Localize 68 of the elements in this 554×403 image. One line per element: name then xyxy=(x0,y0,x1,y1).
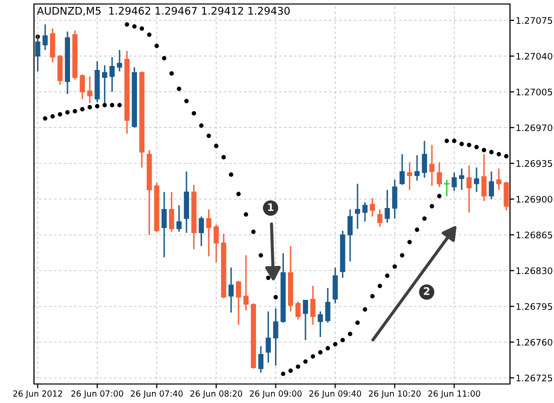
y-tick-label: 1.26795 xyxy=(516,303,552,310)
chart-title: AUDNZD,M5 1.29462 1.29467 1.29412 1.29430 xyxy=(36,6,290,16)
x-tick-label: 26 Jun 07:00 xyxy=(71,390,124,398)
x-tick-label: 26 Jun 09:00 xyxy=(250,390,302,398)
candlestick xyxy=(407,162,412,191)
y-tick-label: 1.27075 xyxy=(516,17,552,24)
x-tick-label: 26 Jun 07:40 xyxy=(130,390,183,398)
candlestick xyxy=(206,208,212,258)
candlestick xyxy=(198,216,204,247)
candlestick xyxy=(236,280,242,326)
candlestick xyxy=(481,153,487,202)
annotation: 2 xyxy=(424,287,430,295)
y-tick-label: 1.26760 xyxy=(516,338,552,346)
candlestick xyxy=(474,166,480,193)
candlestick xyxy=(392,179,398,220)
candlestick xyxy=(325,287,330,324)
y-tick-label: 1.27040 xyxy=(516,52,552,60)
candlestick xyxy=(243,254,249,312)
candlestick xyxy=(429,144,434,187)
x-tick-label: 26 Jun 10:20 xyxy=(368,390,421,398)
candlestick xyxy=(436,162,442,188)
y-tick-label: 1.26970 xyxy=(516,124,552,132)
candlestick xyxy=(42,24,48,51)
candlestick xyxy=(162,191,167,258)
candlestick xyxy=(266,310,271,364)
y-tick-label: 1.27005 xyxy=(516,88,552,96)
candlestick xyxy=(459,168,464,191)
candlestick xyxy=(273,308,278,366)
candlestick xyxy=(302,300,308,341)
candlestick xyxy=(466,164,472,214)
y-tick-label: 1.26935 xyxy=(516,160,552,167)
candlestick xyxy=(50,28,56,63)
candlestick xyxy=(504,181,509,212)
candlestick xyxy=(348,208,353,262)
candlestick xyxy=(318,310,323,338)
x-tick-label: 26 Jun 2012 xyxy=(13,390,62,398)
y-tick-label: 1.26900 xyxy=(516,196,552,203)
x-tick-label: 26 Jun 11:00 xyxy=(428,390,480,398)
x-tick-label: 26 Jun 08:20 xyxy=(190,390,242,398)
candlestick xyxy=(488,170,494,200)
candlestick xyxy=(295,300,301,320)
candlestick xyxy=(87,76,92,104)
candlestick xyxy=(377,208,382,228)
annotation: 1 xyxy=(268,203,274,211)
candlestick xyxy=(110,56,115,93)
candlestick xyxy=(258,346,264,374)
candlestick xyxy=(384,189,390,224)
candlestick xyxy=(422,140,428,178)
candlestick xyxy=(310,285,316,326)
candlestick xyxy=(228,266,234,314)
candlestick xyxy=(362,201,368,222)
candlestick xyxy=(116,49,122,72)
candlestick xyxy=(414,154,420,182)
candlestick xyxy=(354,183,360,230)
y-tick-label: 1.26830 xyxy=(516,267,552,274)
y-tick-label: 1.26865 xyxy=(516,232,552,238)
x-tick-label: 26 Jun 09:40 xyxy=(309,390,362,398)
candlestick xyxy=(214,224,219,264)
candlestick xyxy=(332,266,338,304)
candlestick xyxy=(370,197,375,218)
candlestick xyxy=(400,153,405,186)
candlestick xyxy=(496,168,502,191)
candlestick xyxy=(80,74,85,100)
candlestick xyxy=(452,172,457,192)
candlestick xyxy=(169,191,174,232)
y-tick-label: 1.26725 xyxy=(516,374,552,382)
candlestick xyxy=(444,179,450,197)
candlestick xyxy=(176,204,182,232)
